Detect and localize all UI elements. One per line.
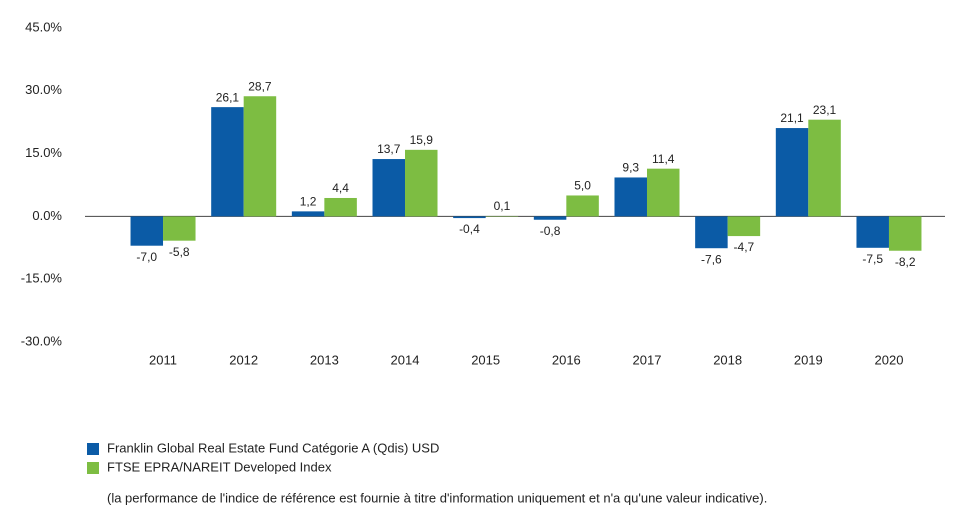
value-label: 13,7 bbox=[377, 142, 401, 156]
bar bbox=[453, 216, 486, 219]
x-tick-label: 2013 bbox=[310, 352, 339, 367]
y-tick-label: -15.0% bbox=[21, 271, 63, 286]
value-label: -0,8 bbox=[540, 224, 561, 238]
legend-label: FTSE EPRA/NAREIT Developed Index bbox=[107, 459, 332, 474]
x-tick-label: 2014 bbox=[391, 352, 420, 367]
y-tick-label: 30.0% bbox=[25, 82, 62, 97]
bar bbox=[775, 128, 809, 217]
value-label: 9,3 bbox=[622, 161, 639, 175]
x-tick-label: 2016 bbox=[552, 352, 581, 367]
y-tick-label: -30.0% bbox=[21, 333, 63, 348]
value-label: 11,4 bbox=[652, 152, 675, 166]
x-tick-label: 2017 bbox=[633, 352, 662, 367]
legend-label: Franklin Global Real Estate Fund Catégor… bbox=[107, 440, 439, 455]
x-tick-label: 2020 bbox=[875, 352, 904, 367]
value-label: -7,6 bbox=[701, 252, 722, 266]
value-label: -5,8 bbox=[169, 245, 190, 259]
x-tick-label: 2011 bbox=[149, 352, 177, 367]
x-tick-label: 2019 bbox=[794, 352, 823, 367]
value-label: 1,2 bbox=[300, 195, 317, 209]
value-label: -7,5 bbox=[862, 252, 883, 266]
bar bbox=[243, 96, 277, 217]
x-tick-label: 2012 bbox=[229, 352, 258, 367]
legend-swatch bbox=[87, 462, 99, 474]
x-tick-label: 2018 bbox=[713, 352, 742, 367]
value-label: -8,2 bbox=[895, 255, 916, 269]
bar bbox=[211, 107, 244, 217]
value-label: 5,0 bbox=[574, 179, 591, 193]
bar bbox=[888, 216, 922, 251]
value-label: -7,0 bbox=[136, 250, 157, 264]
bar bbox=[808, 119, 841, 217]
bar bbox=[566, 195, 599, 217]
value-label: 26,1 bbox=[216, 90, 240, 104]
y-tick-label: 0.0% bbox=[32, 208, 62, 223]
value-label: 15,9 bbox=[410, 133, 434, 147]
bar bbox=[291, 211, 325, 217]
y-tick-label: 45.0% bbox=[25, 19, 62, 34]
bar bbox=[163, 216, 196, 241]
note: (la performance de l'indice de référence… bbox=[107, 490, 767, 505]
value-label: 21,1 bbox=[780, 111, 804, 125]
value-label: 4,4 bbox=[332, 181, 349, 195]
bar bbox=[372, 159, 406, 217]
bar bbox=[130, 216, 164, 246]
bar bbox=[324, 197, 357, 217]
bar bbox=[614, 177, 647, 217]
value-label: 23,1 bbox=[813, 103, 837, 117]
bar bbox=[727, 216, 761, 237]
value-label: -0,4 bbox=[459, 222, 480, 236]
bar bbox=[405, 149, 438, 217]
value-label: -4,7 bbox=[734, 240, 755, 254]
y-tick-label: 15.0% bbox=[25, 145, 62, 160]
bar bbox=[856, 216, 889, 248]
value-label: 28,7 bbox=[248, 79, 272, 93]
legend-swatch bbox=[87, 443, 99, 455]
bar bbox=[646, 168, 680, 217]
x-tick-label: 2015 bbox=[471, 352, 500, 367]
value-label: 0,1 bbox=[494, 199, 511, 213]
bar bbox=[533, 216, 567, 220]
bar bbox=[695, 216, 728, 249]
